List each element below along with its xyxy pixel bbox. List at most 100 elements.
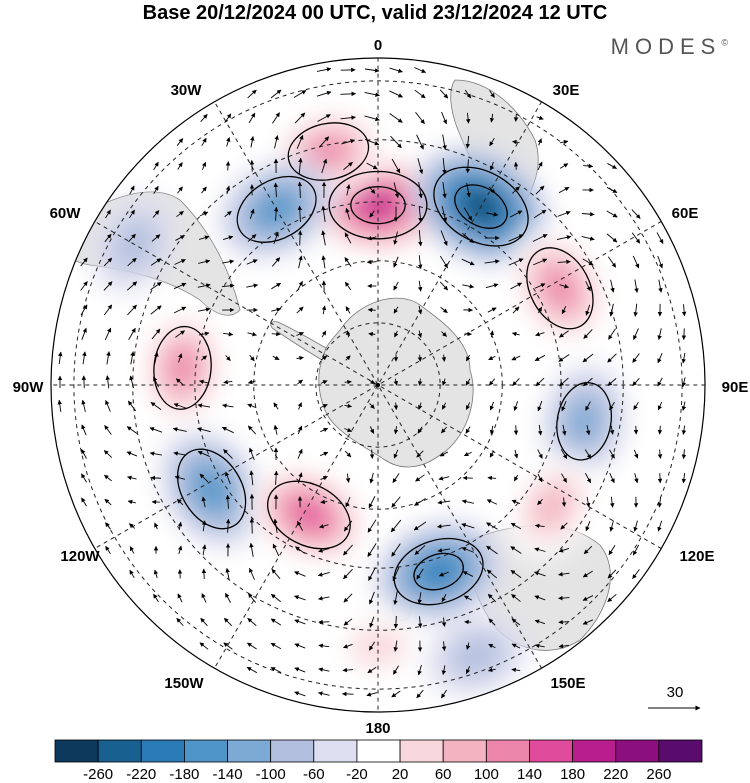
wind-arrow [296, 355, 304, 361]
wind-arrow [321, 230, 326, 246]
wind-arrow [438, 476, 450, 481]
meridian-line [80, 212, 676, 558]
wind-arrow [681, 425, 687, 435]
wind-arrow [657, 425, 663, 435]
wind-arrow [249, 159, 255, 172]
wind-arrow [583, 377, 593, 387]
wind-arrow [681, 473, 687, 484]
wind-arrow [488, 378, 496, 386]
wind-arrow [297, 280, 303, 291]
wind-arrow [153, 376, 159, 388]
wind-arrow [489, 113, 495, 123]
wind-arrow [366, 692, 378, 697]
wind-arrow [320, 427, 329, 433]
wind-arrow [345, 207, 351, 220]
wind-arrow [273, 231, 279, 245]
wind-arrow [173, 451, 187, 456]
wind-arrow [437, 548, 451, 553]
wind-arrow [533, 258, 548, 266]
longitude-label: 120E [679, 548, 714, 565]
wind-arrow [82, 351, 87, 365]
wind-arrow [271, 307, 282, 312]
wind-arrow [321, 330, 327, 338]
wind-arrow [656, 232, 664, 244]
wind-arrow [249, 208, 255, 219]
wind-arrow [104, 498, 112, 506]
wind-arrow [129, 569, 135, 579]
wind-arrow [465, 642, 471, 650]
wind-arrow [416, 134, 424, 150]
wind-arrow [367, 666, 377, 674]
wind-arrow [318, 596, 330, 601]
wind-arrow [197, 450, 211, 458]
wind-arrow [509, 210, 523, 218]
wind-arrow [486, 569, 498, 579]
wind-arrow [418, 255, 423, 270]
wind-arrow [486, 545, 498, 555]
wind-arrow [537, 161, 543, 171]
wind-arrow [343, 568, 353, 580]
wind-arrow [366, 162, 378, 170]
wind-arrow [247, 234, 257, 242]
wind-arrow [657, 377, 663, 387]
wind-arrow [222, 235, 234, 241]
wind-arrow [393, 281, 399, 291]
wind-arrow [249, 447, 255, 461]
longitude-label: 60W [50, 205, 82, 222]
wind-arrow [585, 280, 591, 292]
wind-arrow [221, 426, 234, 434]
wind-arrow [632, 569, 640, 580]
wind-arrow [177, 162, 183, 170]
longitude-label: 90E [722, 379, 749, 396]
wind-arrow [249, 542, 254, 557]
wind-arrow [247, 89, 257, 99]
wind-arrow [340, 91, 357, 97]
wind-arrow [442, 182, 447, 199]
wind-arrow [417, 664, 422, 676]
wind-arrow [606, 187, 618, 193]
wind-arrow [512, 306, 520, 314]
wind-arrow [272, 112, 280, 124]
wind-arrow [177, 545, 183, 555]
wind-arrow [127, 257, 137, 267]
wind-arrow [393, 640, 398, 652]
wind-arrow [364, 115, 380, 122]
wind-arrow [511, 355, 521, 361]
wind-arrow [294, 595, 306, 601]
wind-arrow [81, 375, 87, 389]
wind-arrow [558, 354, 570, 362]
wind-arrow [487, 667, 496, 673]
meridian-line [205, 87, 551, 683]
wind-arrow [154, 522, 159, 530]
wind-arrow [297, 472, 303, 484]
wind-arrow [105, 522, 111, 530]
wind-arrow [294, 691, 306, 697]
wind-arrow [394, 330, 399, 338]
wind-arrow [320, 380, 328, 385]
wind-arrow [513, 161, 519, 170]
wind-arrow [511, 499, 521, 505]
colorbar-segment [572, 739, 617, 763]
wind-arrow [442, 378, 447, 386]
wind-arrow [534, 595, 546, 601]
wind-arrow [226, 137, 231, 147]
wind-arrow [247, 403, 257, 409]
wind-arrow [271, 331, 281, 337]
wind-arrow [369, 210, 375, 218]
wind-arrow [582, 595, 594, 601]
longitude-label: 30E [553, 82, 580, 99]
wind-arrow [224, 592, 232, 603]
wind-arrow [126, 281, 138, 291]
wind-arrow [438, 571, 449, 577]
wind-arrow [150, 475, 161, 481]
wind-arrow [201, 161, 207, 170]
wind-arrow [561, 400, 567, 412]
map-border [50, 57, 706, 713]
wind-arrow [344, 281, 352, 291]
wind-arrow [81, 497, 87, 507]
wind-arrow [150, 281, 162, 291]
anomaly-contour [433, 166, 529, 247]
wind-arrow [534, 354, 546, 362]
wind-arrow [608, 328, 616, 340]
wind-arrow [558, 186, 570, 194]
